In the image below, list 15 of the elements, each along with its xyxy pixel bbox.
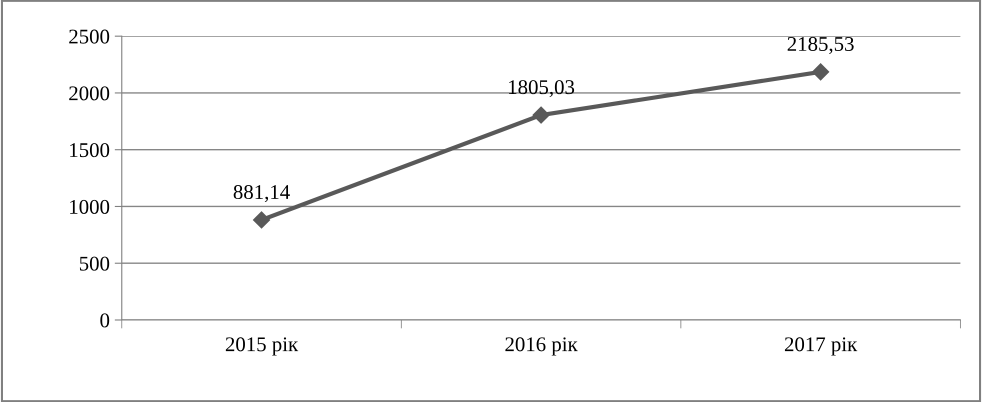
point (252, 211, 270, 229)
y-tick-label: 0 (100, 313, 110, 328)
y-tick-label: 500 (80, 256, 110, 271)
x-tick-label: 2015 рік (226, 337, 298, 356)
data-label: 2185,53 (788, 36, 854, 54)
y-tick-label: 2000 (69, 86, 110, 100)
y-tick-label: 2500 (69, 30, 110, 44)
x-tick-label: 2016 рік (505, 337, 578, 356)
point (812, 63, 830, 80)
y-tick-label: 1500 (70, 143, 110, 158)
data-label: 881,14 (234, 185, 290, 202)
point (532, 106, 550, 124)
y-tick-label: 1000 (70, 200, 110, 214)
x-tick-label: 2017 рік (784, 337, 858, 356)
data-label: 1805,03 (509, 80, 574, 98)
